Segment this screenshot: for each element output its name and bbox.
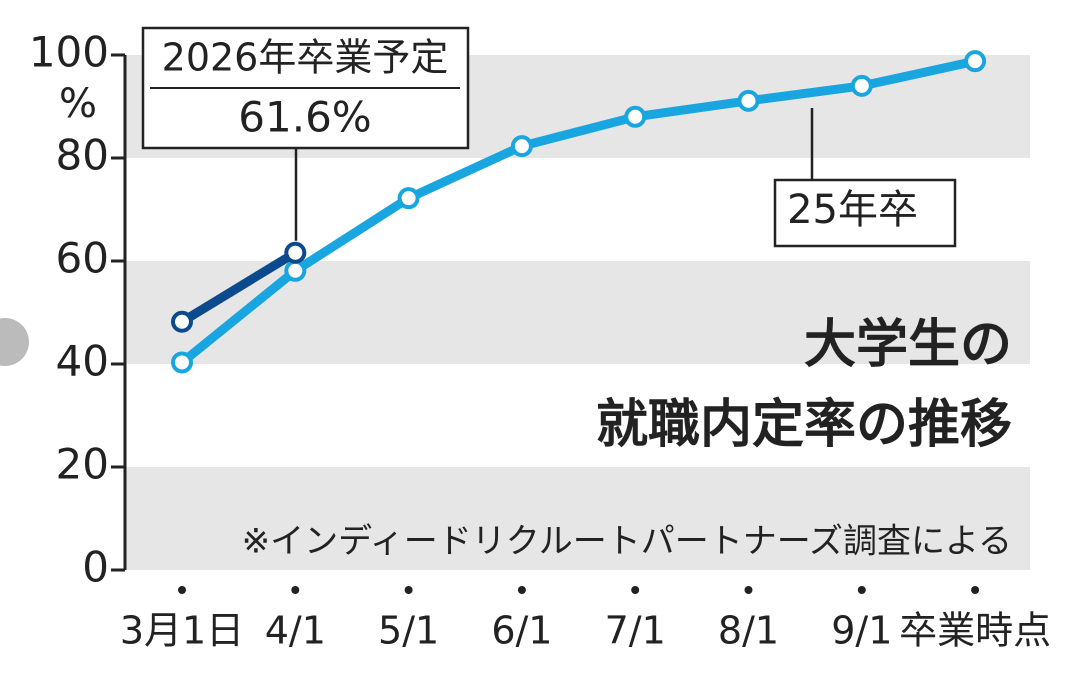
value-label: 61.6% (238, 93, 371, 142)
point (284, 241, 307, 264)
x-tick (631, 586, 640, 594)
point (284, 259, 307, 282)
series-label: 2026年卒業予定 (162, 36, 449, 80)
x-tick-label: 卒業時点 (899, 609, 1051, 653)
chart-title: 就職内定率の推移 (596, 395, 1012, 455)
y-tick-label: 0 (82, 543, 109, 592)
x-tick-label: 3月1日 (120, 609, 244, 653)
x-tick-label: 8/1 (718, 609, 779, 653)
note: ※インディードリクルートパートナーズ調査による (242, 522, 1012, 562)
point (624, 105, 647, 128)
grid-band (125, 467, 1030, 570)
y-unit: % (59, 81, 97, 127)
x-tick (971, 586, 980, 594)
x-tick (744, 586, 753, 594)
y-tick-label: 60 (56, 234, 109, 283)
x-tick-label: 4/1 (265, 609, 326, 653)
x-tick (857, 586, 866, 594)
x-tick-label: 6/1 (491, 609, 552, 653)
legend-box (773, 178, 957, 248)
x-tick (291, 586, 300, 594)
chart-title: 大学生の (804, 315, 1012, 375)
series-label: 25年卒 (787, 187, 918, 233)
point (964, 50, 987, 73)
point (171, 310, 193, 333)
series-line (179, 248, 298, 326)
back-button[interactable] (0, 318, 29, 366)
x-tick-label: 5/1 (378, 609, 439, 653)
point (850, 74, 873, 97)
series-line (179, 56, 977, 366)
y-tick-label: 40 (56, 337, 109, 386)
x-tick-label: 9/1 (831, 609, 892, 653)
point (510, 135, 533, 158)
x-tick-label: 7/1 (605, 609, 666, 653)
x-tick (517, 586, 526, 594)
x-tick (404, 586, 413, 594)
x-tick (178, 586, 186, 594)
y-tick-label: 80 (56, 131, 109, 180)
grid-band (125, 261, 1030, 364)
point (397, 187, 420, 210)
y-tick-label: 20 (56, 440, 109, 489)
point (737, 89, 760, 112)
point (171, 351, 193, 374)
y-tick-label: 100 (29, 28, 109, 77)
